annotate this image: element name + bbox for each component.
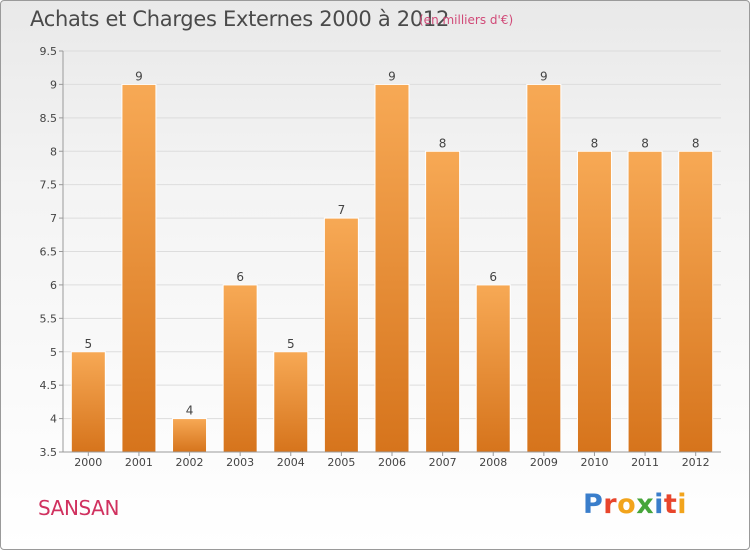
y-tick-label: 5 [50,346,57,359]
bar [222,284,258,453]
bar [323,217,359,453]
data-label: 8 [591,136,599,150]
x-tick-label: 2011 [631,456,659,469]
logo-letter: t [663,489,678,520]
x-tick-label: 2001 [125,456,153,469]
bar [374,83,410,453]
logo-letter: x [636,489,655,520]
data-label: 5 [84,337,92,351]
x-tick-label: 2008 [479,456,507,469]
y-tick-label: 7 [50,212,57,225]
data-label: 9 [388,69,396,83]
logo-letter: r [603,489,618,520]
bar [273,351,309,453]
data-label: 4 [186,404,194,418]
bar [121,83,157,453]
y-tick-label: 8 [50,145,57,158]
y-tick-label: 9.5 [40,45,58,58]
bar [576,150,612,453]
bar [627,150,663,453]
data-label: 8 [692,136,700,150]
x-tick-label: 2005 [327,456,355,469]
data-label: 9 [540,69,548,83]
data-label: 5 [287,337,295,351]
y-tick-label: 4 [50,413,57,426]
x-tick-label: 2007 [429,456,457,469]
logo-letter: P [583,489,604,520]
chart-title: Achats et Charges Externes 2000 à 2012 [30,7,450,31]
y-tick-label: 5.5 [40,312,58,325]
bar [172,418,208,453]
data-label: 9 [135,69,143,83]
x-tick-label: 2012 [682,456,710,469]
proxiti-logo[interactable]: Proxiti [583,489,687,520]
data-label: 7 [338,203,346,217]
x-tick-label: 2006 [378,456,406,469]
logo-letter: i [654,489,664,520]
x-tick-label: 2009 [530,456,558,469]
y-tick-label: 7.5 [40,179,58,192]
data-label: 6 [489,270,497,284]
bar [70,351,106,453]
bar [475,284,511,453]
labels: 3.5 4 4.5 5 5.5 6 6.5 7 7.5 8 8.5 9 9.5 5 2000 9 2001 4 20… [40,45,710,469]
bar [425,150,461,453]
y-tick-label: 3.5 [40,446,58,459]
y-tick-label: 6.5 [40,246,58,259]
y-tick-label: 8.5 [40,112,58,125]
x-tick-label: 2010 [580,456,608,469]
logo-letter: i [677,489,688,520]
data-label: 8 [439,136,447,150]
data-label: 8 [641,136,649,150]
bar [526,83,562,453]
x-tick-label: 2000 [74,456,102,469]
x-tick-label: 2002 [176,456,204,469]
axes [59,50,721,456]
y-tick-label: 6 [50,279,57,292]
bars [70,83,714,453]
bar [678,150,714,453]
x-tick-label: 2004 [277,456,305,469]
logo-letter: o [617,489,637,520]
data-label: 6 [236,270,244,284]
commune-name: SANSAN [38,496,120,520]
y-tick-label: 9 [50,78,57,91]
y-tick-label: 4.5 [40,379,58,392]
x-tick-label: 2003 [226,456,254,469]
chart-unit-note: (en milliers d'€) [419,13,514,27]
